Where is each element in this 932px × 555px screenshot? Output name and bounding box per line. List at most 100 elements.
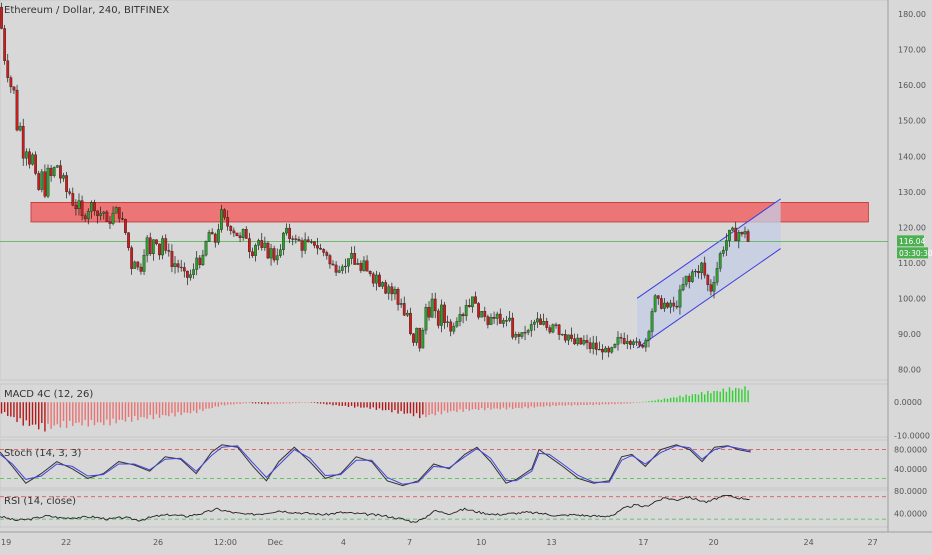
macd-bar [226,402,229,405]
candle-body [300,240,304,251]
macd-bar [99,402,102,423]
macd-bar [645,401,647,403]
macd-bar [72,402,74,426]
price-tick-label: 180.00 [898,10,926,19]
candle-body [560,334,564,336]
candle-body [235,232,239,237]
macd-bar [567,402,570,405]
candle-body [728,229,731,241]
candle-body [415,327,419,343]
candle-body [186,270,189,278]
candle-body [390,286,394,295]
candle-body [328,255,332,265]
candle-body [120,218,124,220]
macd-bar [313,402,316,403]
candle-body [601,349,604,353]
candle-body [161,238,165,256]
candle-body [52,167,56,176]
macd-bar [273,402,275,404]
candle-body [718,253,722,269]
macd-bar [357,402,359,407]
macd-bar [264,402,266,404]
candle-body [18,125,22,131]
macd-bar [19,402,21,419]
candle-body [495,313,499,319]
candle-body [139,266,143,272]
macd-bar [174,402,176,417]
candle-body [712,282,716,292]
macd-bar [611,402,613,404]
candle-body [232,230,236,234]
candle-body [557,324,561,335]
macd-bar [719,391,721,403]
macd-bar [347,402,350,407]
macd-bar [384,402,387,411]
candle-body [381,282,384,287]
candle-body [170,251,174,267]
macd-bar [205,402,207,409]
candle-body [83,215,87,220]
candle-body [322,249,326,253]
time-tick-label: 4 [341,538,346,547]
candle-body [737,232,741,242]
macd-bar [536,402,539,407]
candle-body [511,317,515,338]
macd-bar [53,402,55,426]
macd-bar [202,402,204,412]
candle-body [591,342,595,349]
macd-bar [484,402,486,411]
price-tick-label: 170.00 [898,46,926,55]
macd-bar [22,402,24,426]
macd-bar [230,402,232,405]
macd-bar [81,402,83,426]
candle-body [433,298,437,312]
candle-body [15,89,19,131]
macd-bar [127,402,130,417]
macd-bar [589,402,591,405]
macd-bar [267,402,269,405]
candle-body [458,314,462,322]
candle-body [697,271,700,274]
macd-bar [59,402,62,428]
candle-body [142,254,146,272]
macd-bar [511,402,514,409]
time-tick-label: 17 [638,538,648,547]
macd-bar [617,402,619,404]
candle-body [316,245,319,249]
macd-bar [279,402,282,404]
macd-bar [251,402,254,404]
candle-body [111,212,115,224]
macd-bar [168,402,170,417]
macd-bar [34,402,37,425]
candle-body [625,340,629,344]
candle-body [474,296,477,304]
candle-body [40,171,44,190]
macd-bar [669,397,672,403]
macd-bar [552,402,554,406]
macd-bar [366,402,368,408]
macd-bar [477,402,480,411]
candle-body [734,227,738,242]
macd-bar [400,402,402,412]
macd-bar [635,402,638,403]
macd-bar [564,402,567,406]
candle-body [189,274,192,278]
candle-body [746,231,750,242]
macd-bar [419,402,421,419]
macd-bar [183,402,186,413]
candle-body [529,324,533,331]
candle-body [108,221,112,224]
channel-upper-line [636,198,781,299]
macd-bar [288,402,291,404]
macd-bar [598,402,601,405]
macd-bar [580,402,582,405]
macd-bar [722,388,725,403]
candle-body [424,307,428,331]
candle-body [675,305,679,308]
candle-body [576,337,580,345]
macd-bar [725,391,728,403]
candle-body [607,347,611,353]
macd-bar [546,402,548,406]
